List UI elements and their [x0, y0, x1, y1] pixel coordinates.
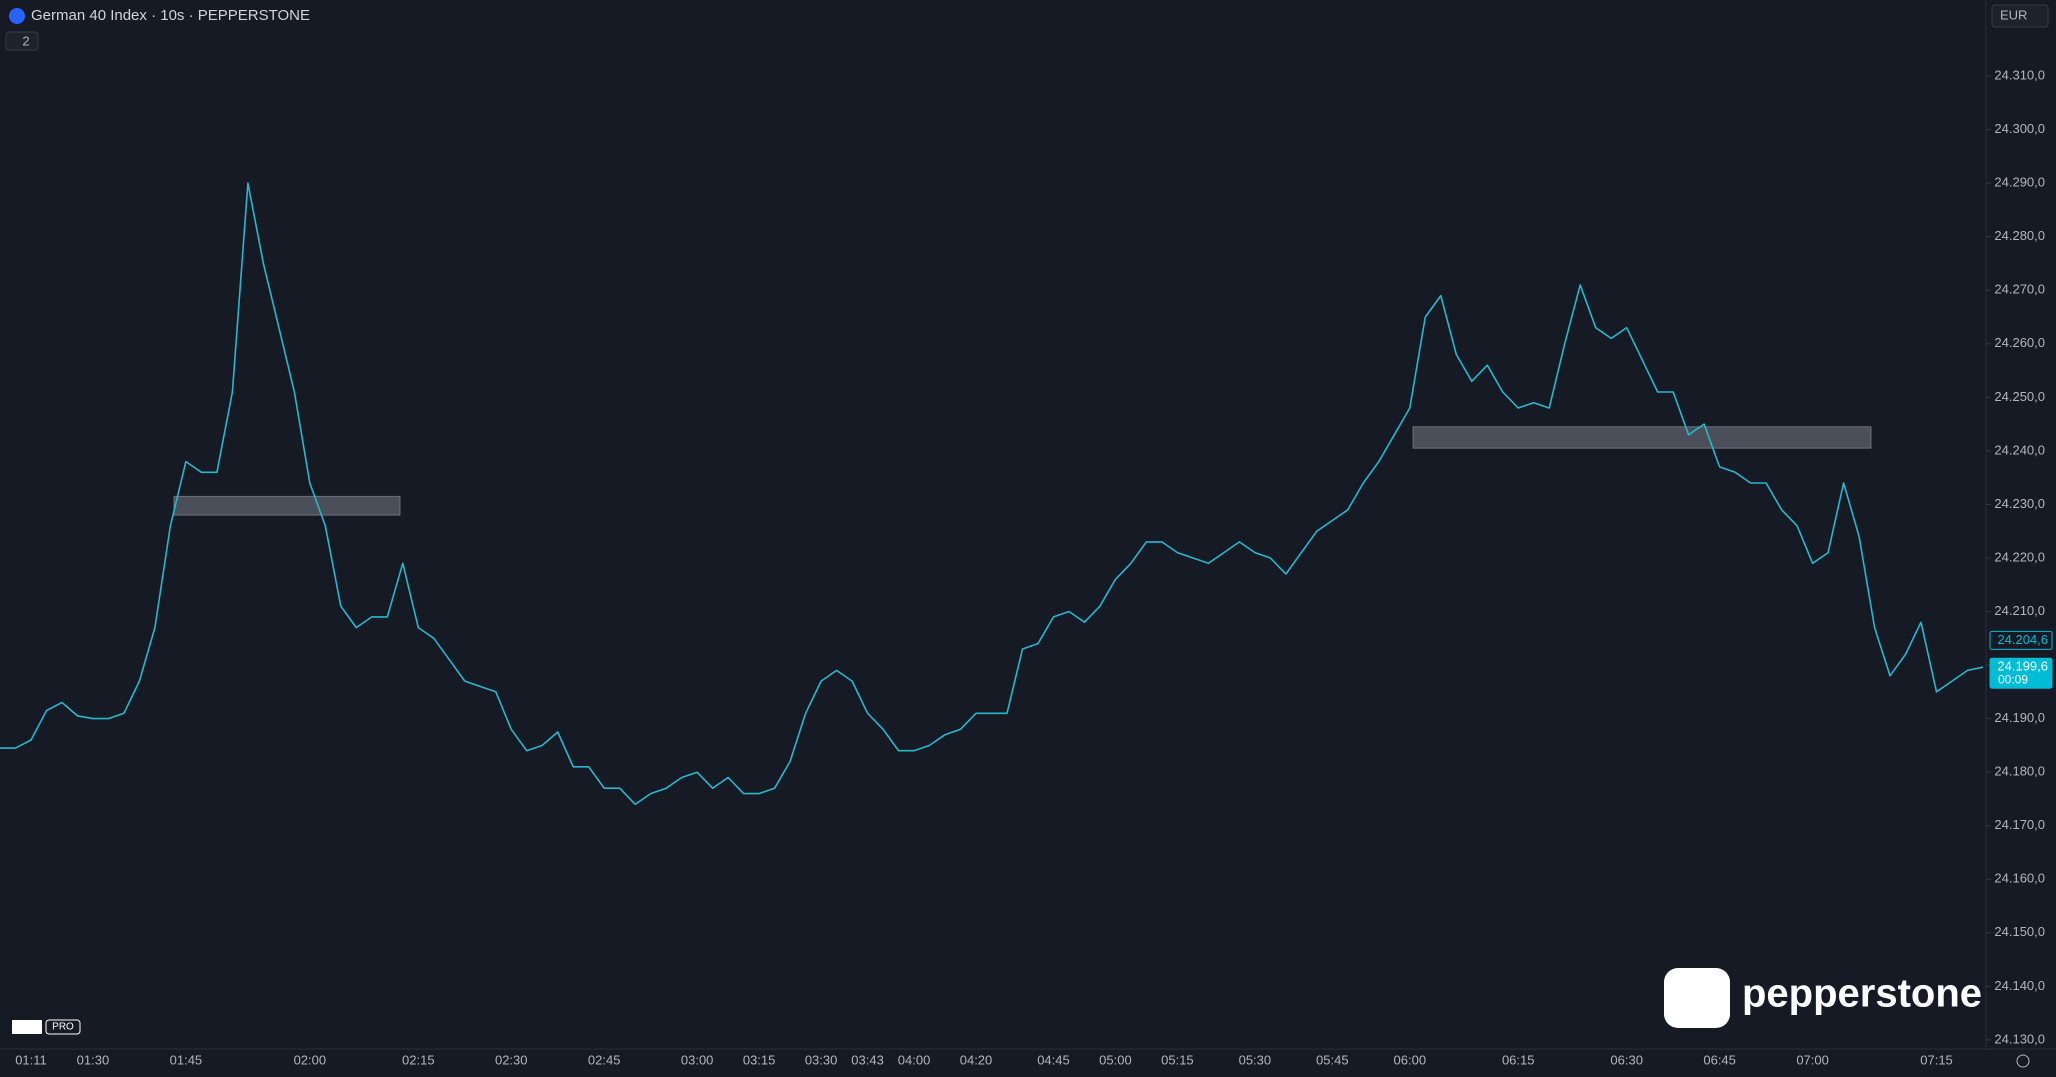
x-tick-label: 01:45 [170, 1052, 203, 1067]
x-tick-label: 02:00 [294, 1052, 327, 1067]
x-tick-label: 05:00 [1099, 1052, 1132, 1067]
tv-logo: PRO [12, 1019, 81, 1035]
currency-select[interactable] [1991, 4, 2049, 28]
x-tick-label: 05:45 [1316, 1052, 1349, 1067]
chart-title: German 40 Index · 10s · PEPPERSTONE [31, 7, 310, 24]
y-tick-label: 24.310,0 [1994, 67, 2045, 82]
x-tick-label: 06:45 [1703, 1052, 1736, 1067]
x-tick-label: 04:20 [960, 1052, 993, 1067]
settings-button[interactable] [2016, 1054, 2030, 1068]
y-tick-label: 24.290,0 [1994, 175, 2045, 190]
y-tick-label: 24.180,0 [1994, 764, 2045, 779]
symbol-icon [9, 8, 25, 24]
x-tick-label: 03:00 [681, 1052, 714, 1067]
x-tick-label: 02:30 [495, 1052, 528, 1067]
x-tick-label: 05:30 [1239, 1052, 1272, 1067]
x-tick-label: 02:45 [588, 1052, 621, 1067]
y-tick-label: 24.210,0 [1994, 603, 2045, 618]
x-tick-label: 06:00 [1394, 1052, 1427, 1067]
y-tick-label: 24.130,0 [1994, 1031, 2045, 1046]
x-tick-label: 02:15 [402, 1052, 435, 1067]
y-tick-label: 24.170,0 [1994, 817, 2045, 832]
y-tick-label: 24.300,0 [1994, 121, 2045, 136]
y-tick-label: 24.160,0 [1994, 871, 2045, 886]
x-tick-label: 04:00 [898, 1052, 931, 1067]
y-tick-label: 24.220,0 [1994, 549, 2045, 564]
badge: PRO [52, 1022, 74, 1033]
y-tick-label: 24.250,0 [1994, 389, 2045, 404]
indicator-toggle[interactable] [5, 31, 39, 51]
brand-mark [1664, 968, 1730, 1028]
y-tick-label: 24.240,0 [1994, 442, 2045, 457]
price-marker [1989, 657, 2053, 689]
x-tick-label: 06:15 [1502, 1052, 1535, 1067]
price-marker [1989, 630, 2053, 650]
y-tick-label: 24.140,0 [1994, 978, 2045, 993]
y-tick-label: 24.150,0 [1994, 924, 2045, 939]
zone [1412, 426, 1872, 449]
x-tick-label: 07:00 [1796, 1052, 1829, 1067]
y-tick-label: 24.190,0 [1994, 710, 2045, 725]
x-tick-label: 03:30 [805, 1052, 838, 1067]
badge-box [45, 1019, 81, 1035]
x-tick-label: 04:45 [1037, 1052, 1070, 1067]
indicator-count: 2 [22, 33, 29, 48]
price-marker-label: 24.204,6 [1997, 632, 2048, 647]
x-tick-label: 01:11 [15, 1052, 47, 1067]
x-tick-label: 06:30 [1610, 1052, 1643, 1067]
zone [173, 495, 401, 516]
y-tick-label: 24.280,0 [1994, 228, 2045, 243]
x-tick-label: 01:30 [77, 1052, 110, 1067]
tv-mark [12, 1020, 42, 1034]
x-tick-label: 03:15 [743, 1052, 776, 1067]
brand-logo: pepperstone [1664, 968, 1982, 1028]
countdown: 00:09 [1998, 672, 2028, 686]
x-tick-label: 03:43 [851, 1052, 884, 1067]
price-marker-label: 24.199,6 [1997, 659, 2048, 674]
x-tick-label: 05:15 [1161, 1052, 1194, 1067]
brand-name: pepperstone [1742, 972, 1982, 1016]
x-tick-label: 07:15 [1920, 1052, 1953, 1067]
y-tick-label: 24.260,0 [1994, 335, 2045, 350]
y-tick-label: 24.230,0 [1994, 496, 2045, 511]
price-line [0, 182, 1984, 806]
currency: EUR [2000, 7, 2027, 22]
y-tick-label: 24.270,0 [1994, 282, 2045, 297]
